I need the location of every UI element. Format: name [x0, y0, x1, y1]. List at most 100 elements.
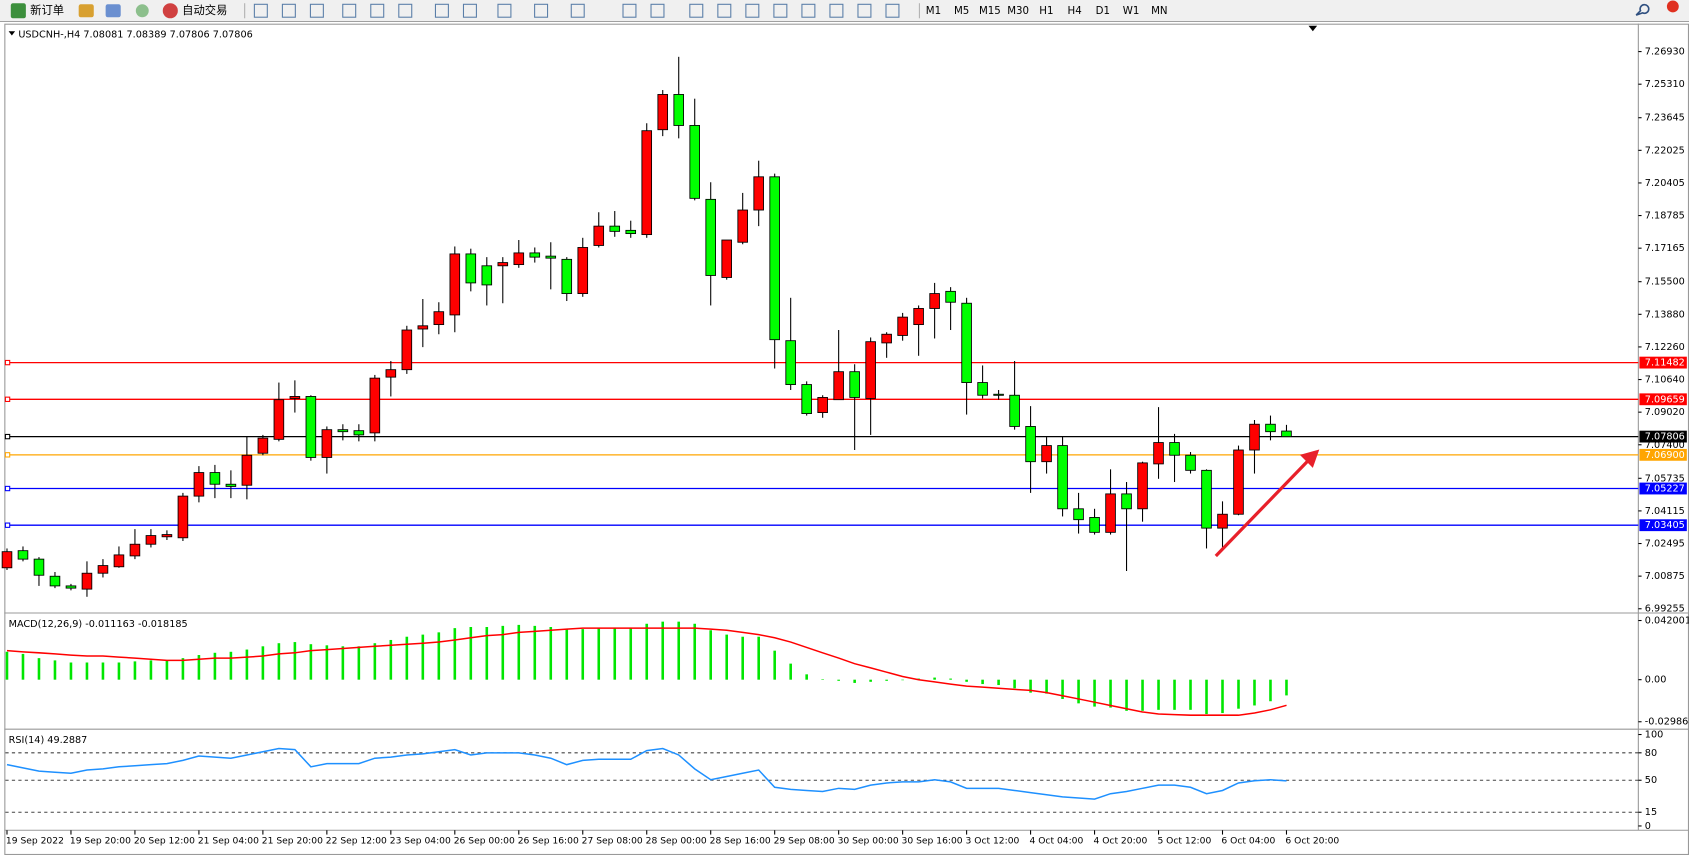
candle-body [225, 483, 237, 487]
toolbar: 新订单 自动交易 M1 M5 M15 M30 H1 H4 D1 W1 MN [0, 0, 1689, 23]
histogram-bar [21, 653, 25, 680]
tool-icon[interactable] [773, 3, 788, 18]
histogram-bar [1109, 679, 1112, 708]
level-label-bg [1639, 393, 1687, 406]
icon[interactable] [78, 4, 94, 18]
tool-icon[interactable] [717, 3, 732, 18]
histogram-bar [149, 660, 153, 680]
histogram-bar [69, 662, 73, 680]
tool-icon[interactable] [885, 3, 900, 18]
x-tick-label: 30 Sep 00:00 [838, 837, 899, 847]
tool-icon[interactable] [689, 3, 704, 18]
new-order-icon[interactable] [10, 3, 26, 19]
tool-icon[interactable] [370, 3, 385, 18]
tool-icon[interactable] [434, 3, 449, 18]
icon[interactable] [135, 4, 149, 18]
timeframe-button[interactable]: D1 [1096, 6, 1110, 17]
search-icon[interactable] [1635, 3, 1650, 16]
new-order-button[interactable]: 新订单 [30, 3, 64, 17]
tool-icon[interactable] [829, 3, 844, 18]
tool-icon[interactable] [534, 3, 549, 18]
x-tick-label: 21 Sep 20:00 [262, 837, 323, 847]
candle-body [945, 290, 956, 303]
tool-icon[interactable] [309, 3, 324, 18]
candle-body [529, 252, 541, 258]
tool-icon[interactable] [398, 3, 413, 18]
toolbar-bg [0, 0, 1689, 22]
candle-body [433, 311, 445, 326]
x-tick-label: 4 Oct 20:00 [1093, 837, 1147, 847]
y-tick-label: 7.18785 [1645, 211, 1685, 222]
histogram-bar [1253, 679, 1256, 706]
tool-icon[interactable] [497, 3, 512, 18]
candle-body [1217, 513, 1228, 529]
histogram-bar [789, 663, 792, 680]
histogram-bar [773, 650, 776, 680]
icon[interactable] [105, 4, 121, 18]
auto-trade-icon[interactable] [162, 3, 178, 19]
candle-body [337, 429, 349, 433]
y-tick-label: 100 [1645, 730, 1663, 741]
tool-icon[interactable] [801, 3, 816, 18]
timeframe-button[interactable]: MN [1151, 6, 1167, 17]
x-tick-label: 23 Sep 04:00 [390, 837, 451, 847]
timeframe-button[interactable]: H1 [1039, 6, 1053, 17]
candle-body [97, 565, 109, 574]
y-tick-label: -0.029864 [1645, 717, 1689, 728]
histogram-bar [1141, 679, 1144, 711]
chart-shift-marker [1308, 25, 1318, 32]
histogram-bar [421, 634, 425, 680]
histogram-bar [1013, 679, 1016, 689]
histogram-bar [341, 646, 345, 680]
timeframe-button[interactable]: M30 [1007, 6, 1029, 17]
candle-body [513, 252, 525, 266]
candle-body [593, 225, 605, 246]
histogram-bar [549, 627, 553, 680]
tool-icon[interactable] [650, 3, 665, 18]
candle-body [1009, 394, 1020, 427]
tool-icon[interactable] [570, 3, 585, 18]
level-label-bg [1639, 356, 1687, 369]
y-tick-label: 7.20405 [1645, 178, 1685, 189]
y-tick-label: 0 [1645, 821, 1651, 832]
x-tick-label: 6 Oct 20:00 [1285, 837, 1339, 847]
histogram-bar [501, 625, 505, 680]
y-tick-label: 0.042001 [1645, 616, 1689, 627]
candle-body [1, 551, 13, 569]
histogram-bar [37, 658, 41, 680]
tool-icon[interactable] [281, 3, 296, 18]
candle-body [833, 371, 844, 401]
tool-icon[interactable] [462, 3, 477, 18]
tool-icon[interactable] [857, 3, 872, 18]
histogram-bar [85, 662, 89, 680]
candle-body [1089, 517, 1100, 533]
candle-body [305, 396, 317, 458]
notification-badge[interactable] [1666, 0, 1679, 13]
histogram-bar [565, 629, 569, 680]
candle-body [753, 176, 764, 211]
panel-title: MACD(12,26,9) -0.011163 -0.018185 [9, 619, 188, 630]
timeframes: M1 M5 M15 M30 H1 H4 D1 W1 MN [926, 6, 1168, 17]
tool-icon[interactable] [745, 3, 760, 18]
histogram-bar [277, 643, 281, 680]
histogram-bar [997, 679, 1000, 686]
histogram-bar [261, 646, 265, 680]
histogram-bar [229, 651, 233, 680]
timeframe-button[interactable]: M5 [954, 6, 969, 17]
timeframe-button[interactable]: H4 [1068, 6, 1082, 17]
histogram-bar [1221, 679, 1224, 714]
histogram-bar [309, 644, 313, 680]
candle-body [1121, 493, 1132, 510]
tool-icon[interactable] [622, 3, 637, 18]
candle-body [673, 94, 685, 126]
timeframe-button[interactable]: M15 [979, 6, 1001, 17]
tool-icon[interactable] [342, 3, 357, 18]
timeframe-button[interactable]: M1 [926, 6, 941, 17]
timeframe-button[interactable]: W1 [1123, 6, 1140, 17]
histogram-bar [533, 625, 537, 680]
candle-body [417, 325, 429, 330]
histogram-bar [805, 674, 808, 680]
histogram-bar [613, 628, 617, 680]
tool-icon[interactable] [253, 3, 268, 18]
auto-trade-button[interactable]: 自动交易 [182, 3, 227, 17]
